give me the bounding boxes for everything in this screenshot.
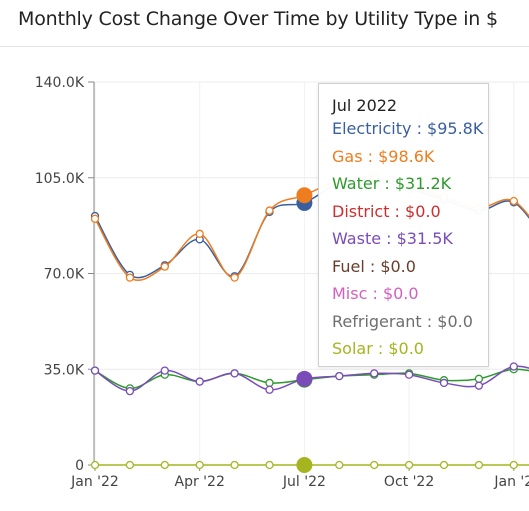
- point-waste: [160, 366, 169, 375]
- point-waste: [474, 381, 484, 390]
- y-tick-label: 70.0K: [44, 267, 85, 283]
- point-solar: [474, 460, 484, 470]
- point-gas: [160, 262, 169, 271]
- tooltip-row: Fuel : $0.0: [332, 256, 416, 276]
- y-tick-label: 140.0K: [35, 75, 85, 91]
- y-tick-label: 105.0K: [35, 171, 85, 187]
- point-waste: [125, 386, 135, 396]
- chart-tooltip: Jul 2022 Electricity : $95.8K Gas : $98.6…: [318, 83, 489, 367]
- point-waste: [90, 366, 100, 375]
- point-gas: [509, 196, 518, 206]
- point-solar: [404, 460, 414, 470]
- x-tick-label: Jul '22: [282, 474, 326, 490]
- tooltip-row: District : $0.0: [332, 201, 441, 221]
- point-gas: [230, 273, 239, 282]
- point-water: [265, 378, 274, 388]
- x-tick-label: Jan '22: [70, 474, 119, 490]
- tooltip-row: Waste : $31.5K: [332, 229, 453, 248]
- point-waste: [404, 370, 414, 379]
- chart-title: Monthly Cost Change Over Time by Utility…: [18, 8, 498, 30]
- point-waste: [230, 369, 239, 378]
- point-waste: [335, 371, 344, 381]
- point-solar: [370, 460, 379, 470]
- x-tick-label: Oct '22: [384, 474, 434, 490]
- point-solar: [439, 460, 449, 470]
- point-solar: [335, 460, 344, 470]
- tooltip-row: Misc : $0.0: [332, 284, 419, 303]
- point-gas: [125, 273, 135, 282]
- point-solar: [125, 460, 135, 470]
- point-waste: [439, 378, 449, 388]
- tooltip-row: Refrigerant : $0.0: [332, 311, 473, 331]
- point-waste: [509, 362, 518, 371]
- x-tick-label: Jan '2: [493, 474, 529, 490]
- point-waste: [265, 385, 274, 394]
- point-solar: [509, 460, 518, 470]
- tooltip-date: Jul 2022: [332, 96, 398, 115]
- y-tick-label: 0: [75, 458, 84, 474]
- point-gas: [90, 214, 100, 223]
- point-gas: [195, 229, 204, 238]
- tooltip-row: Water : $31.2K: [332, 174, 452, 193]
- point-solar: [195, 460, 204, 470]
- point-waste: [370, 369, 379, 378]
- point-solar: [160, 460, 169, 470]
- tooltip-row: Solar : $0.0: [332, 339, 424, 358]
- tooltip-row: Electricity : $95.8K: [332, 119, 484, 138]
- point-waste: [195, 377, 204, 386]
- point-solar: [230, 460, 239, 470]
- title-bar: Monthly Cost Change Over Time by Utility…: [0, 0, 529, 47]
- point-gas: [265, 206, 274, 215]
- point-solar: [265, 460, 274, 470]
- point-hover-gas: [296, 187, 313, 204]
- point-water: [474, 374, 484, 383]
- y-tick-label: 35.0K: [44, 362, 85, 378]
- x-tick-label: Apr '22: [175, 474, 225, 490]
- point-hover-waste: [296, 370, 313, 387]
- tooltip-row: Gas : $98.6K: [332, 146, 435, 166]
- point-hover-solar: [296, 457, 313, 473]
- point-solar: [90, 460, 100, 470]
